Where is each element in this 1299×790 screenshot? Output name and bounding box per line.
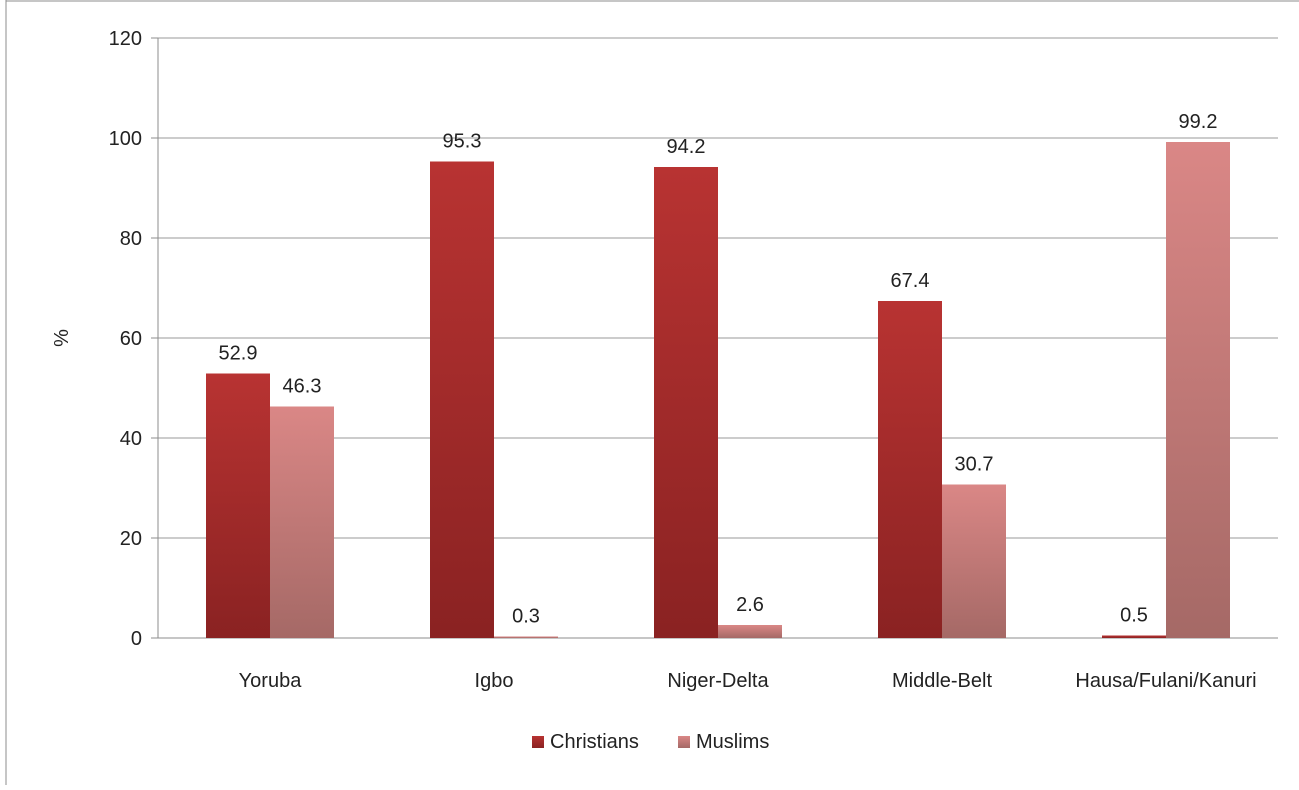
y-tick-label: 20 xyxy=(120,528,142,550)
x-axis-ticks: Yoruba Igbo Niger-Delta Middle-Belt Hausa/Fu… xyxy=(239,670,1257,692)
y-tick-label: 120 xyxy=(109,28,142,50)
x-tick-label: Niger-Delta xyxy=(667,670,769,692)
bar-christians xyxy=(1102,635,1166,638)
bars xyxy=(206,142,1230,638)
data-label: 94.2 xyxy=(667,136,706,158)
bar-muslims xyxy=(494,636,558,638)
y-tick-label: 80 xyxy=(120,228,142,250)
bar-muslims xyxy=(1166,142,1230,638)
bar-muslims xyxy=(718,625,782,638)
y-axis-ticks: 0 20 40 60 80 100 120 xyxy=(109,28,142,650)
data-label: 95.3 xyxy=(443,131,482,153)
data-label: 30.7 xyxy=(955,454,994,476)
y-tick-label: 100 xyxy=(109,128,142,150)
legend-swatch-christians xyxy=(532,736,544,748)
legend: Christians Muslims xyxy=(532,731,769,753)
data-label: 0.3 xyxy=(512,606,540,628)
data-label: 46.3 xyxy=(283,376,322,398)
x-tick-label: Yoruba xyxy=(239,670,303,692)
y-tick-label: 60 xyxy=(120,328,142,350)
y-tick-label: 0 xyxy=(131,628,142,650)
bar-christians xyxy=(430,161,494,638)
data-label: 52.9 xyxy=(219,343,258,365)
data-label: 0.5 xyxy=(1120,605,1148,627)
legend-label-muslims: Muslims xyxy=(696,731,769,753)
legend-swatch-muslims xyxy=(678,736,690,748)
bar-muslims xyxy=(270,406,334,638)
bar-christians xyxy=(654,167,718,638)
x-tick-label: Igbo xyxy=(475,670,514,692)
bar-christians xyxy=(206,373,270,638)
x-tick-label: Middle-Belt xyxy=(892,670,992,692)
data-label: 99.2 xyxy=(1179,111,1218,133)
x-tick-label: Hausa/Fulani/Kanuri xyxy=(1075,670,1256,692)
data-labels: 52.9 46.3 95.3 0.3 94.2 2.6 67.4 30.7 0.5 99.2 xyxy=(219,111,1218,628)
data-label: 67.4 xyxy=(891,270,930,292)
y-tick-label: 40 xyxy=(120,428,142,450)
y-axis-title: % xyxy=(51,329,73,347)
data-label: 2.6 xyxy=(736,594,764,616)
bar-christians xyxy=(878,301,942,638)
bar-muslims xyxy=(942,484,1006,638)
legend-label-christians: Christians xyxy=(550,731,639,753)
